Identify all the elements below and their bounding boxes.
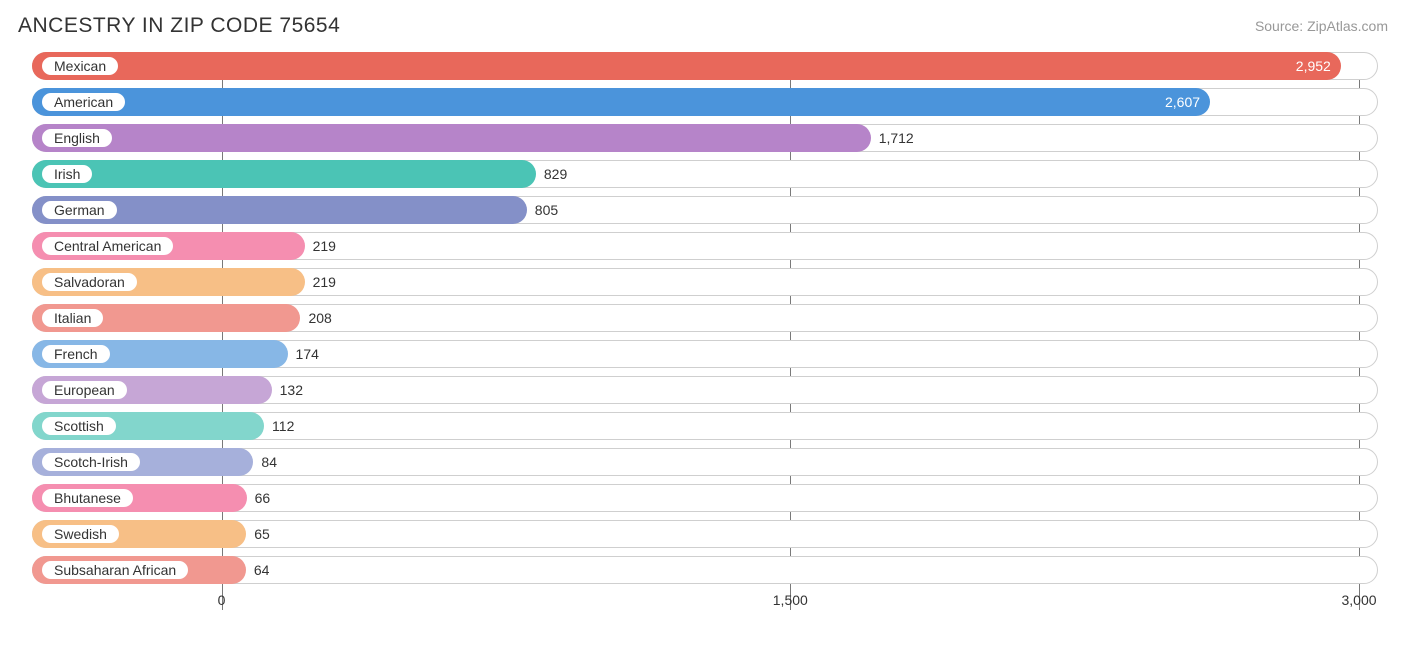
bar-fill xyxy=(32,88,1210,116)
bar-row: Swedish 65 xyxy=(18,520,1388,548)
category-pill: Salvadoran xyxy=(40,271,139,293)
bar-row: French 174 xyxy=(18,340,1388,368)
value-label: 2,952 xyxy=(1296,52,1331,80)
bar-row: Italian 208 xyxy=(18,304,1388,332)
category-pill: Scottish xyxy=(40,415,118,437)
bar-row: Irish 829 xyxy=(18,160,1388,188)
category-pill: Irish xyxy=(40,163,94,185)
bar-rows: Mexican 2,952 American 2,607 English 1,712 Iri… xyxy=(18,52,1388,584)
value-label: 208 xyxy=(308,304,331,332)
category-pill: Bhutanese xyxy=(40,487,135,509)
header: ANCESTRY IN ZIP CODE 75654 Source: ZipAt… xyxy=(18,14,1388,38)
bar-fill xyxy=(32,160,536,188)
bar-row: Bhutanese 66 xyxy=(18,484,1388,512)
value-label: 219 xyxy=(313,268,336,296)
value-label: 219 xyxy=(313,232,336,260)
bar-row: American 2,607 xyxy=(18,88,1388,116)
category-pill: French xyxy=(40,343,112,365)
value-label: 174 xyxy=(296,340,319,368)
category-pill: English xyxy=(40,127,114,149)
category-pill: American xyxy=(40,91,127,113)
category-pill: Scotch-Irish xyxy=(40,451,142,473)
bar-fill xyxy=(32,124,871,152)
bar-fill xyxy=(32,52,1341,80)
value-label: 65 xyxy=(254,520,270,548)
plot: Mexican 2,952 American 2,607 English 1,712 Iri… xyxy=(18,52,1388,610)
bar-row: English 1,712 xyxy=(18,124,1388,152)
category-pill: Italian xyxy=(40,307,105,329)
value-label: 64 xyxy=(254,556,270,584)
value-label: 84 xyxy=(261,448,277,476)
x-tick-label: 3,000 xyxy=(1342,592,1377,608)
value-label: 66 xyxy=(255,484,271,512)
x-tick-label: 0 xyxy=(218,592,226,608)
value-label: 829 xyxy=(544,160,567,188)
value-label: 805 xyxy=(535,196,558,224)
value-label: 1,712 xyxy=(879,124,914,152)
chart-title: ANCESTRY IN ZIP CODE 75654 xyxy=(18,14,340,38)
value-label: 132 xyxy=(280,376,303,404)
chart-area: Mexican 2,952 American 2,607 English 1,712 Iri… xyxy=(18,52,1388,638)
bar-row: Mexican 2,952 xyxy=(18,52,1388,80)
source-attribution: Source: ZipAtlas.com xyxy=(1255,18,1388,34)
x-tick-label: 1,500 xyxy=(773,592,808,608)
x-axis: 0 1,500 3,000 xyxy=(18,588,1388,610)
bar-row: Central American 219 xyxy=(18,232,1388,260)
bar-row: Scotch-Irish 84 xyxy=(18,448,1388,476)
bar-row: European 132 xyxy=(18,376,1388,404)
bar-row: Salvadoran 219 xyxy=(18,268,1388,296)
value-label: 2,607 xyxy=(1165,88,1200,116)
category-pill: Swedish xyxy=(40,523,121,545)
category-pill: German xyxy=(40,199,119,221)
bar-row: Subsaharan African 64 xyxy=(18,556,1388,584)
bar-row: German 805 xyxy=(18,196,1388,224)
category-pill: European xyxy=(40,379,129,401)
bar-row: Scottish 112 xyxy=(18,412,1388,440)
value-label: 112 xyxy=(272,412,294,440)
category-pill: Mexican xyxy=(40,55,120,77)
category-pill: Central American xyxy=(40,235,175,257)
category-pill: Subsaharan African xyxy=(40,559,190,581)
